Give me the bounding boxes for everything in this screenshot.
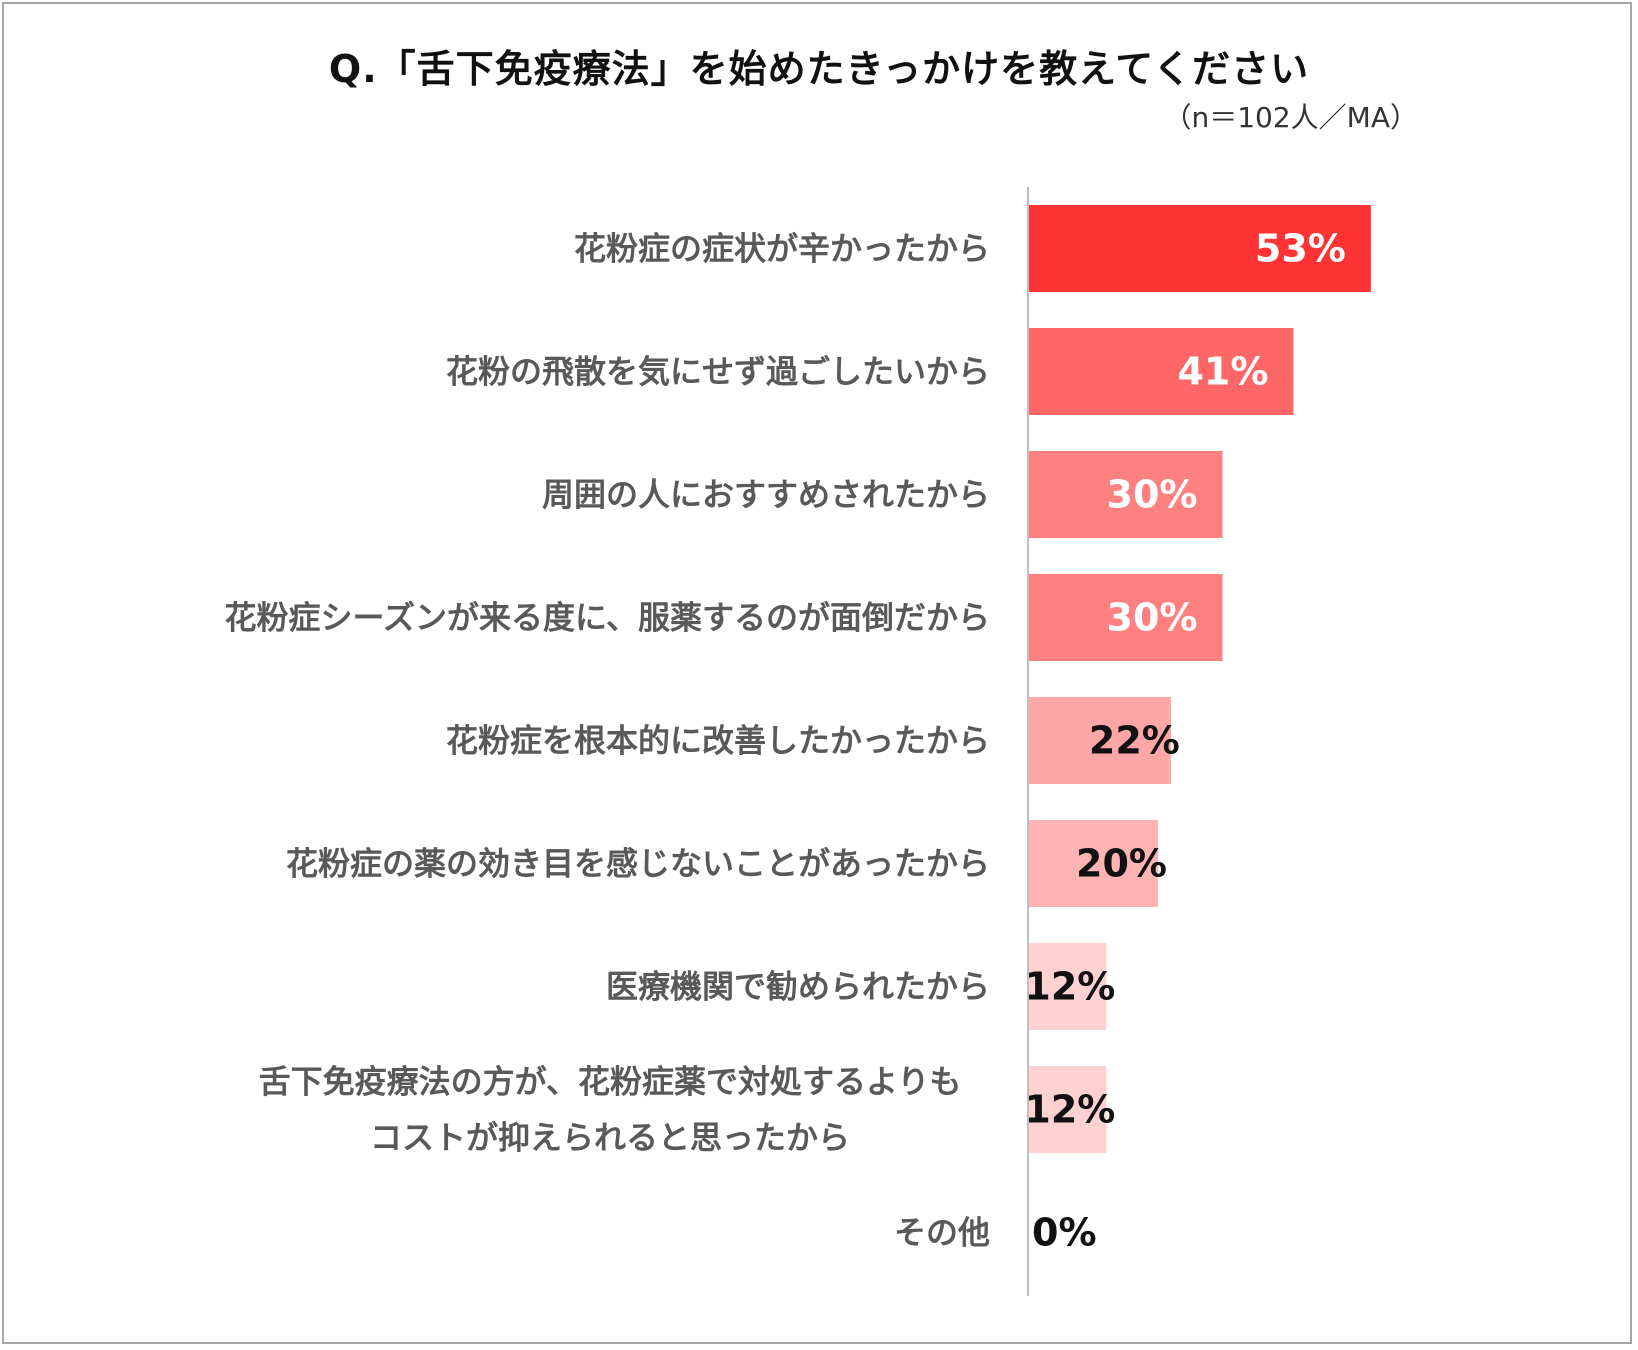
category-label-line: 舌下免疫療法の方が、花粉症薬で対処するよりも [259, 1063, 962, 1101]
bar-6 [1029, 820, 1158, 907]
value-label-3: 30% [1107, 473, 1198, 517]
value-label-1: 53% [1255, 227, 1346, 271]
category-label-line: 花粉症の薬の効き目を感じないことがあったから [286, 845, 990, 883]
category-label-2: 花粉の飛散を気にせず過ごしたいから [446, 353, 990, 391]
category-label-1: 花粉症の症状が辛かったから [574, 230, 990, 268]
category-label-line: 医療機関で勧められたから [606, 968, 990, 1006]
category-label-line: 花粉症の症状が辛かったから [574, 230, 990, 268]
category-label-line: 花粉の飛散を気にせず過ごしたいから [446, 353, 990, 391]
category-label-7: 医療機関で勧められたから [606, 968, 990, 1006]
value-label-4: 30% [1107, 596, 1198, 640]
value-label-5: 22% [1089, 719, 1180, 763]
category-label-line: コストが抑えられると思ったから [370, 1119, 850, 1157]
sample-size-note: （n＝102人／MA） [1163, 101, 1418, 134]
category-label-line: 周囲の人におすすめされたから [542, 476, 990, 514]
category-label-line: その他 [894, 1214, 990, 1252]
value-label-2: 41% [1177, 350, 1268, 394]
bar-8 [1029, 1066, 1107, 1153]
category-label-6: 花粉症の薬の効き目を感じないことがあったから [286, 845, 990, 883]
value-label-6: 20% [1076, 842, 1167, 886]
chart-title: Q.「舌下免疫療法」を始めたきっかけを教えてください [328, 47, 1310, 91]
category-label-5: 花粉症を根本的に改善したかったから [446, 722, 990, 760]
category-label-3: 周囲の人におすすめされたから [542, 476, 990, 514]
category-label-line: 花粉症シーズンが来る度に、服薬するのが面倒だから [225, 599, 990, 637]
value-label-9: 0% [1032, 1211, 1097, 1255]
bar-4 [1029, 574, 1223, 661]
bar-3 [1029, 451, 1223, 538]
bar-5 [1029, 697, 1171, 784]
bar-2 [1029, 328, 1294, 415]
category-label-9: その他 [894, 1214, 990, 1252]
value-label-7: 12% [1024, 965, 1115, 1009]
value-label-8: 12% [1024, 1088, 1115, 1132]
category-label-line: 花粉症を根本的に改善したかったから [446, 722, 990, 760]
category-label-8: 舌下免疫療法の方が、花粉症薬で対処するよりもコストが抑えられると思ったから [259, 1063, 962, 1157]
category-label-4: 花粉症シーズンが来る度に、服薬するのが面倒だから [225, 599, 990, 637]
bar-1 [1029, 205, 1371, 292]
bar-7 [1029, 943, 1107, 1030]
